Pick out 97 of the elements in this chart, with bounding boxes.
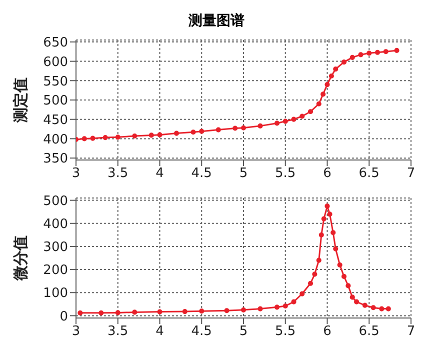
point	[341, 60, 347, 65]
point	[258, 306, 263, 312]
x-tick-label: 4	[156, 324, 164, 340]
point	[240, 307, 246, 312]
point	[82, 136, 87, 142]
y-tick-label: 100	[43, 286, 68, 302]
point	[78, 310, 83, 316]
point	[316, 258, 322, 263]
y-axis-title: 测定值	[11, 78, 30, 124]
chart-title: 测量图谱	[188, 12, 246, 31]
point	[337, 262, 342, 268]
point	[350, 294, 355, 300]
point	[362, 302, 368, 308]
point	[199, 308, 204, 314]
x-tick-label: 5	[239, 166, 248, 182]
y-tick-label: 650	[43, 36, 68, 51]
point	[240, 125, 246, 130]
point	[320, 92, 326, 97]
x-tick-label: 4.5	[191, 324, 212, 340]
point	[224, 308, 230, 314]
y-tick-label: 200	[43, 263, 68, 278]
point	[324, 82, 330, 88]
point	[115, 134, 120, 140]
point	[324, 204, 330, 209]
point	[182, 308, 188, 314]
point	[379, 306, 384, 312]
point	[346, 283, 351, 288]
point	[274, 120, 280, 126]
point	[394, 48, 400, 53]
x-tick-label: 7	[406, 166, 416, 182]
point	[282, 118, 288, 124]
point	[330, 230, 336, 236]
y-tick-label: 600	[43, 54, 68, 70]
point	[350, 54, 355, 60]
point	[308, 280, 314, 286]
x-tick-label: 6.5	[358, 324, 380, 340]
point	[354, 299, 360, 304]
point	[318, 232, 324, 238]
point	[374, 50, 380, 55]
point	[199, 128, 204, 134]
y-tick-label: 450	[43, 112, 68, 128]
point	[300, 291, 305, 296]
point	[308, 109, 314, 114]
point	[291, 299, 296, 304]
point	[115, 310, 120, 316]
x-tick-label: 6.5	[358, 166, 380, 182]
point	[386, 306, 391, 312]
point	[370, 305, 376, 310]
point	[358, 52, 364, 58]
x-tick-label: 4.5	[191, 166, 212, 182]
point	[232, 126, 238, 131]
point	[328, 73, 334, 79]
point	[274, 304, 280, 310]
y-tick-label: 0	[60, 309, 68, 324]
y-tick-label: 400	[43, 132, 68, 148]
point	[291, 116, 296, 122]
point	[90, 136, 96, 141]
point	[258, 123, 263, 128]
y-tick-label: 400	[43, 217, 68, 232]
point	[316, 101, 322, 106]
point	[132, 133, 138, 139]
y-tick-label: 550	[43, 74, 68, 90]
y-tick-label: 350	[43, 152, 68, 167]
y-tick-label: 300	[43, 240, 68, 256]
point	[366, 50, 372, 56]
x-tick-label: 4	[156, 166, 164, 182]
y-axis-title: 微分值	[11, 236, 30, 282]
point	[98, 310, 104, 316]
point	[333, 246, 338, 252]
x-tick-label: 6	[323, 324, 332, 340]
x-tick-label: 3.5	[108, 324, 128, 340]
y-tick-label: 500	[43, 194, 68, 209]
point	[327, 212, 332, 217]
x-tick-label: 5.5	[275, 324, 296, 340]
point	[383, 49, 388, 54]
point	[282, 303, 288, 309]
x-tick-label: 3	[72, 166, 80, 182]
point	[102, 135, 108, 140]
point	[312, 272, 318, 277]
point	[190, 130, 196, 135]
x-tick-label: 3	[72, 324, 80, 340]
point	[157, 132, 162, 138]
y-tick-label: 500	[43, 94, 68, 109]
point	[174, 130, 180, 136]
point	[300, 114, 305, 119]
x-tick-label: 5	[239, 324, 248, 340]
x-tick-label: 5.5	[275, 166, 296, 182]
x-tick-label: 7	[406, 324, 416, 340]
x-tick-label: 6	[323, 166, 332, 182]
point	[341, 274, 347, 280]
point	[132, 310, 138, 315]
point	[157, 309, 162, 314]
point	[333, 66, 338, 72]
point	[321, 216, 326, 222]
point	[148, 132, 154, 138]
x-tick-label: 3.5	[108, 166, 128, 182]
point	[216, 127, 221, 132]
